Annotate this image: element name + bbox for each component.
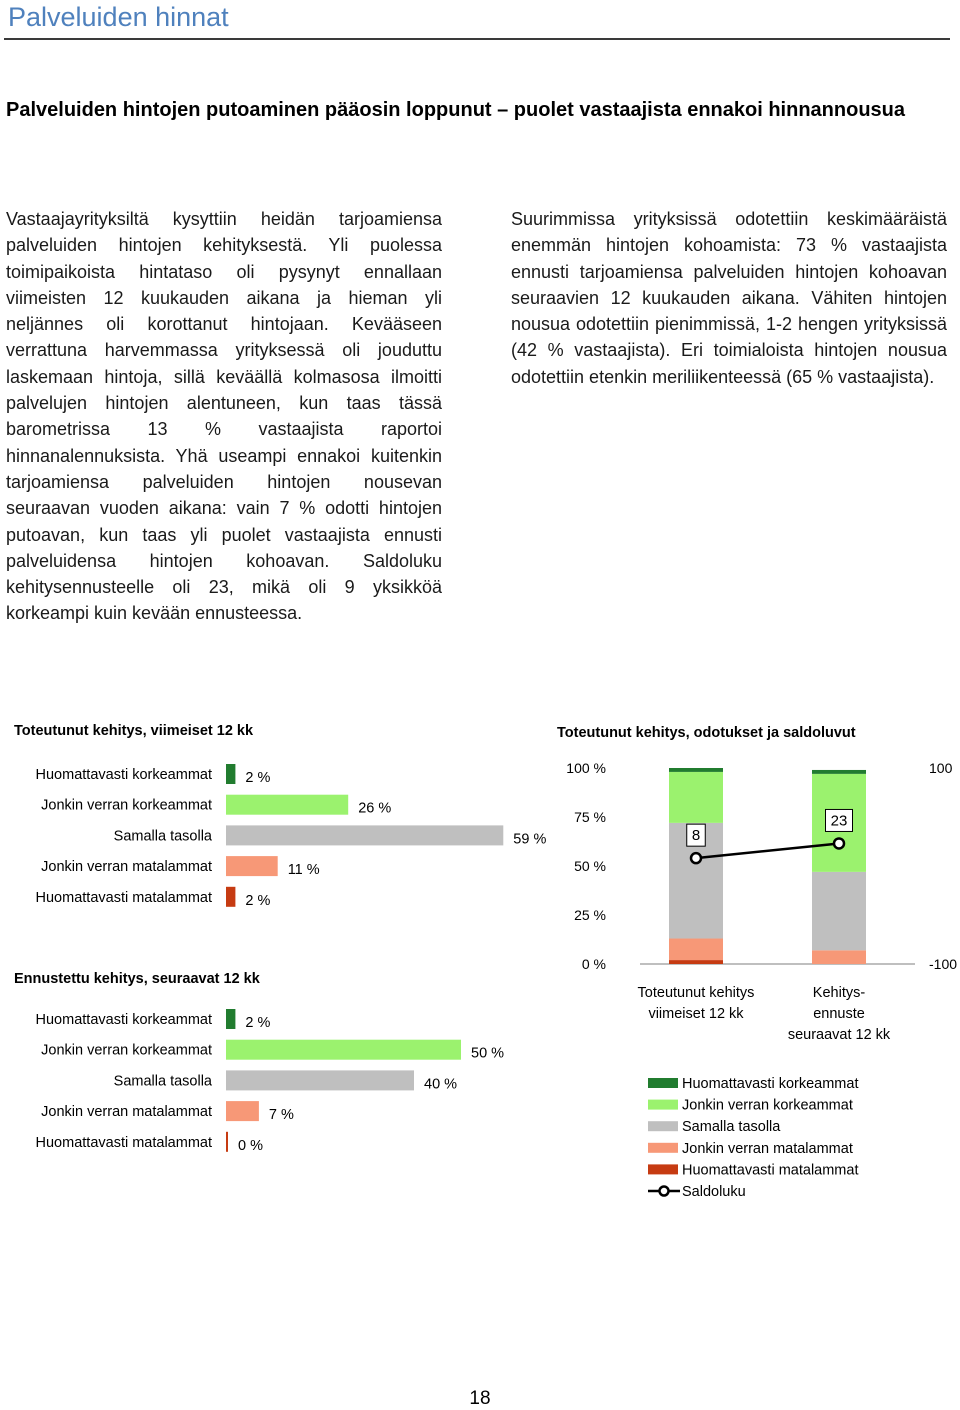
forecast-value-samalla-tasolla: 40 % — [424, 1076, 457, 1092]
realized-label-huomattavasti-matalammat: Huomattavasti matalammat — [36, 890, 212, 906]
forecast-bar-samalla-tasolla — [226, 1070, 414, 1091]
legend-label-samalla-tasolla: Samalla tasolla — [682, 1119, 781, 1135]
page-title: Palveluiden hinnat — [8, 2, 229, 32]
saldoluku-label-box — [686, 823, 706, 847]
right-axis-tick: 100 — [929, 760, 953, 776]
forecast-label-jonkin-verran-matalammat: Jonkin verran matalammat — [41, 1104, 212, 1120]
category-label: seuraavat 12 kk — [788, 1027, 891, 1043]
forecast-label-huomattavasti-matalammat: Huomattavasti matalammat — [36, 1135, 212, 1151]
legend-label-huomattavasti-korkeammat: Huomattavasti korkeammat — [682, 1076, 858, 1092]
forecast-value-jonkin-verran-matalammat: 7 % — [269, 1107, 294, 1123]
forecast-bar-huomattavasti-matalammat — [226, 1131, 228, 1152]
legend-swatch-samalla-tasolla — [648, 1121, 678, 1132]
saldoluku-point — [832, 837, 846, 850]
realized-label-huomattavasti-korkeammat: Huomattavasti korkeammat — [36, 767, 212, 783]
title-rule — [4, 38, 950, 40]
headline: Palveluiden hintojen putoaminen pääosin … — [6, 99, 905, 121]
chart3-title: Toteutunut kehitys, odotukset ja saldolu… — [557, 725, 856, 741]
realized-value-huomattavasti-matalammat: 2 % — [245, 893, 270, 909]
forecast-label-samalla-tasolla: Samalla tasolla — [114, 1073, 213, 1089]
realized-value-huomattavasti-korkeammat: 2 % — [245, 770, 270, 786]
saldoluku-label: 8 — [692, 827, 700, 844]
saldoluku-label: 23 — [831, 812, 848, 829]
category-label: ennuste — [813, 1006, 865, 1022]
realized-bar-jonkin-verran-korkeammat — [226, 794, 349, 815]
saldoluku-label-box — [825, 808, 853, 832]
realized-label-jonkin-verran-korkeammat: Jonkin verran korkeammat — [41, 798, 212, 814]
legend-swatch-jonkin-verran-korkeammat — [648, 1099, 678, 1110]
legend-swatch-jonkin-verran-matalammat — [648, 1142, 678, 1153]
stack-segment-jonkin-verran-korkeammat — [669, 771, 723, 823]
realized-bar-huomattavasti-korkeammat — [226, 764, 236, 784]
paragraph-left: Vastaajayrityksiltä kysyttiin heidän tar… — [6, 209, 442, 624]
realized-bar-samalla-tasolla — [226, 825, 504, 846]
body-text-right: Suurimmissa yrityksissä odotettiin keski… — [511, 206, 947, 390]
body-text-left: Vastaajayrityksiltä kysyttiin heidän tar… — [6, 206, 442, 627]
stack-segment-samalla-tasolla — [812, 871, 866, 951]
forecast-bar-jonkin-verran-matalammat — [226, 1101, 259, 1122]
left-axis-tick: 50 % — [574, 858, 606, 874]
category-label: viimeiset 12 kk — [648, 1006, 744, 1022]
chart1-title: Toteutunut kehitys, viimeiset 12 kk — [14, 723, 254, 739]
saldoluku-point — [689, 851, 703, 865]
stack-segment-jonkin-verran-matalammat — [669, 938, 723, 961]
forecast-value-huomattavasti-matalammat: 0 % — [238, 1138, 263, 1154]
category-label: Kehitys- — [813, 985, 866, 1001]
realized-label-jonkin-verran-matalammat: Jonkin verran matalammat — [41, 859, 212, 875]
legend-label-saldoluku: Saldoluku — [682, 1184, 746, 1200]
left-axis-tick: 75 % — [574, 809, 606, 825]
chart-realized-12m: Huomattavasti korkeammat 2 % Jonkin verran… — [36, 764, 546, 909]
chart-forecast-12m: Huomattavasti korkeammat 2 % Jonkin verran… — [36, 1009, 504, 1154]
legend-label-jonkin-verran-matalammat: Jonkin verran matalammat — [682, 1141, 853, 1157]
category-label: Toteutunut kehitys — [638, 985, 755, 1001]
realized-value-jonkin-verran-korkeammat: 26 % — [358, 801, 391, 817]
stack-segment-huomattavasti-korkeammat — [812, 769, 866, 774]
legend-marker-saldoluku — [658, 1185, 670, 1197]
chart-stacked-saldoluku: 0 % 25 % 50 % 75 % 100 % -100 100 Toteutunut ke… — [566, 760, 957, 1200]
saldoluku-line — [695, 842, 840, 860]
legend-swatch-huomattavasti-matalammat — [648, 1164, 678, 1175]
realized-bar-huomattavasti-matalammat — [226, 886, 236, 907]
realized-value-samalla-tasolla: 59 % — [513, 831, 546, 847]
forecast-bar-huomattavasti-korkeammat — [226, 1009, 236, 1029]
stack-segment-huomattavasti-korkeammat — [669, 768, 723, 772]
left-axis-tick: 25 % — [574, 907, 606, 923]
forecast-label-huomattavasti-korkeammat: Huomattavasti korkeammat — [36, 1012, 212, 1028]
left-axis-tick: 100 % — [566, 760, 606, 776]
legend-swatch-huomattavasti-korkeammat — [648, 1078, 678, 1088]
chart2-title: Ennustettu kehitys, seuraavat 12 kk — [14, 971, 260, 987]
forecast-value-huomattavasti-korkeammat: 2 % — [245, 1015, 270, 1031]
page-number: 18 — [469, 1388, 491, 1409]
forecast-value-jonkin-verran-korkeammat: 50 % — [471, 1046, 504, 1062]
legend-label-huomattavasti-matalammat: Huomattavasti matalammat — [682, 1162, 858, 1178]
left-axis-tick: 0 % — [582, 956, 606, 972]
realized-bar-jonkin-verran-matalammat — [226, 856, 278, 877]
forecast-label-jonkin-verran-korkeammat: Jonkin verran korkeammat — [41, 1043, 212, 1059]
stack-segment-jonkin-verran-matalammat — [812, 950, 866, 964]
realized-label-samalla-tasolla: Samalla tasolla — [114, 828, 213, 844]
forecast-bar-jonkin-verran-korkeammat — [226, 1039, 461, 1060]
realized-value-jonkin-verran-matalammat: 11 % — [288, 862, 320, 878]
paragraph-right: Suurimmissa yrityksissä odotettiin keski… — [511, 209, 947, 387]
legend-label-jonkin-verran-korkeammat: Jonkin verran korkeammat — [682, 1098, 853, 1114]
right-axis-tick: -100 — [929, 956, 957, 972]
stack-segment-huomattavasti-matalammat — [669, 960, 723, 964]
